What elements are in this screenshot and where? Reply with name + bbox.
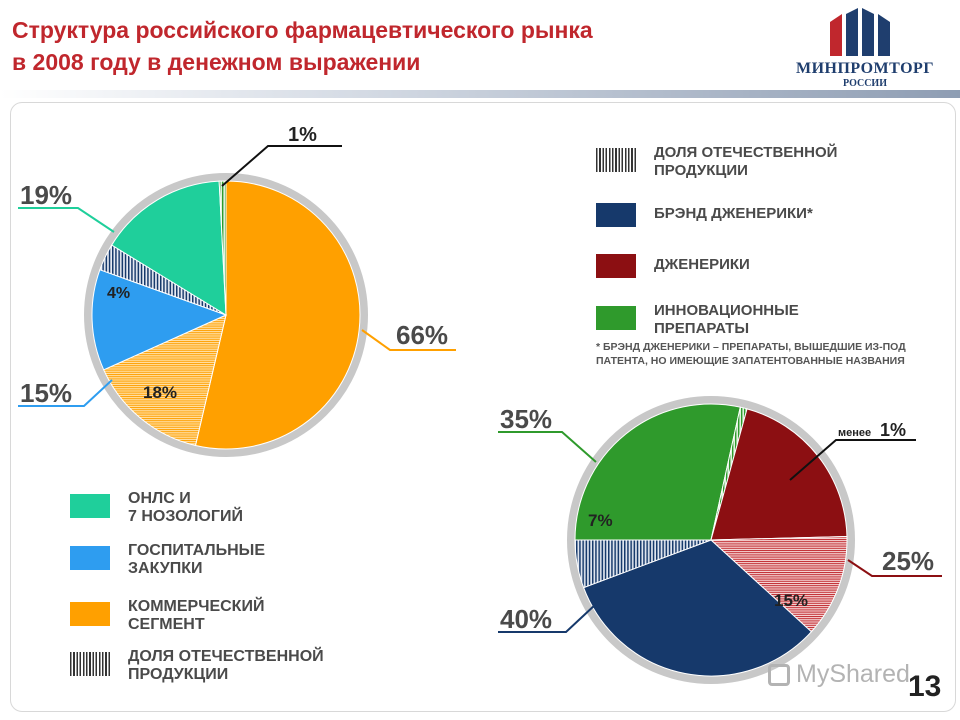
legend-2-swatch-dark-red xyxy=(596,254,636,278)
content-frame xyxy=(10,102,956,712)
footnote: * Брэнд дженерики – препараты, вышедшие … xyxy=(596,341,906,367)
label-66pct: 66% xyxy=(396,320,448,350)
legend-1-label-teal: ОНЛС и7 нозологий xyxy=(128,490,243,525)
legend-1-label-domestic: Доля отечественной продукции xyxy=(128,648,324,683)
legend-2-label-domestic: Доля отечественной продукции xyxy=(654,144,838,179)
label-40pct: 40% xyxy=(500,604,552,634)
watermark: MyShared xyxy=(768,660,910,689)
slice-chart-1-orange-domestic xyxy=(103,314,227,447)
leader-35pct xyxy=(498,431,597,463)
legend-2-swatch-domestic xyxy=(596,148,636,172)
leader-1pct xyxy=(221,145,342,187)
label-1pct: 1% xyxy=(288,124,317,146)
logo-subtitle: РОССИИ xyxy=(843,78,887,89)
leader-25pct xyxy=(847,559,942,577)
page-number: 13 xyxy=(908,670,942,703)
legend-1-swatch-orange xyxy=(70,602,110,626)
legend-1-label-orange: Коммерческий сегмент xyxy=(128,598,265,633)
page-title-line-1: Структура российского фармацевтического … xyxy=(12,17,593,43)
slice-chart-1-teal xyxy=(111,180,227,316)
legend-2-label-dark-red: Дженерики xyxy=(654,256,750,273)
legend-1-swatch-domestic xyxy=(70,652,110,676)
legend-2-swatch-green xyxy=(596,306,636,330)
label-4pct: 4% xyxy=(107,285,130,302)
chart-1-ring xyxy=(84,173,368,457)
leader-15pct xyxy=(18,379,113,407)
label-19pct: 19% xyxy=(20,180,72,210)
leader-40pct xyxy=(498,603,597,633)
slice-chart-2-red-domestic xyxy=(709,536,848,633)
slice-chart-1-light-blue xyxy=(91,269,228,371)
label-7pct: 7% xyxy=(588,511,613,530)
chart-2: 35% менее 1% 7% 25% 15% 40% xyxy=(498,396,942,684)
minpromtorg-logo-icon xyxy=(830,8,890,56)
slice-chart-2-dark-blue xyxy=(582,539,813,677)
legend-1-swatch-teal xyxy=(70,494,110,518)
header-divider xyxy=(0,90,960,98)
slice-chart-1-top-domestic xyxy=(218,180,227,316)
legend-2-label-green: Инновационные препараты xyxy=(654,302,799,337)
leader-19pct xyxy=(18,207,115,233)
label-25pct: 25% xyxy=(882,546,934,576)
myshared-icon xyxy=(768,664,790,686)
chart-1: 1% 19% 4% 15% 18% 66% xyxy=(18,124,456,457)
label-15pct: 15% xyxy=(20,378,72,408)
slice-chart-1-orange xyxy=(194,180,361,450)
label-35pct: 35% xyxy=(500,404,552,434)
page-title: Структура российского фармацевтического … xyxy=(12,14,712,78)
legend-2-label-dark-blue: Брэнд дженерики* xyxy=(654,205,813,222)
page-title-line-2: в 2008 году в денежном выражении xyxy=(12,49,421,75)
legend-1-label-light-blue: Госпитальные закупки xyxy=(128,542,265,577)
leader-less-1pct xyxy=(789,439,916,481)
legend-1-swatch-light-blue xyxy=(70,546,110,570)
slice-chart-2-green xyxy=(574,403,741,541)
slice-chart-2-blue-domestic xyxy=(574,539,712,589)
leader-66pct xyxy=(361,329,456,351)
logo-name: МИНПРОМТОРГ xyxy=(795,60,935,77)
legend-2-swatch-dark-blue xyxy=(596,203,636,227)
label-18pct: 18% xyxy=(143,383,177,402)
logo: МИНПРОМТОРГ РОССИИ xyxy=(790,6,950,90)
label-less-prefix: менее xyxy=(838,427,871,439)
label-15pct-b: 15% xyxy=(774,591,808,610)
label-less-1pct: 1% xyxy=(880,420,906,440)
chart-2-ring xyxy=(567,396,855,684)
watermark-text: MyShared xyxy=(796,660,910,688)
